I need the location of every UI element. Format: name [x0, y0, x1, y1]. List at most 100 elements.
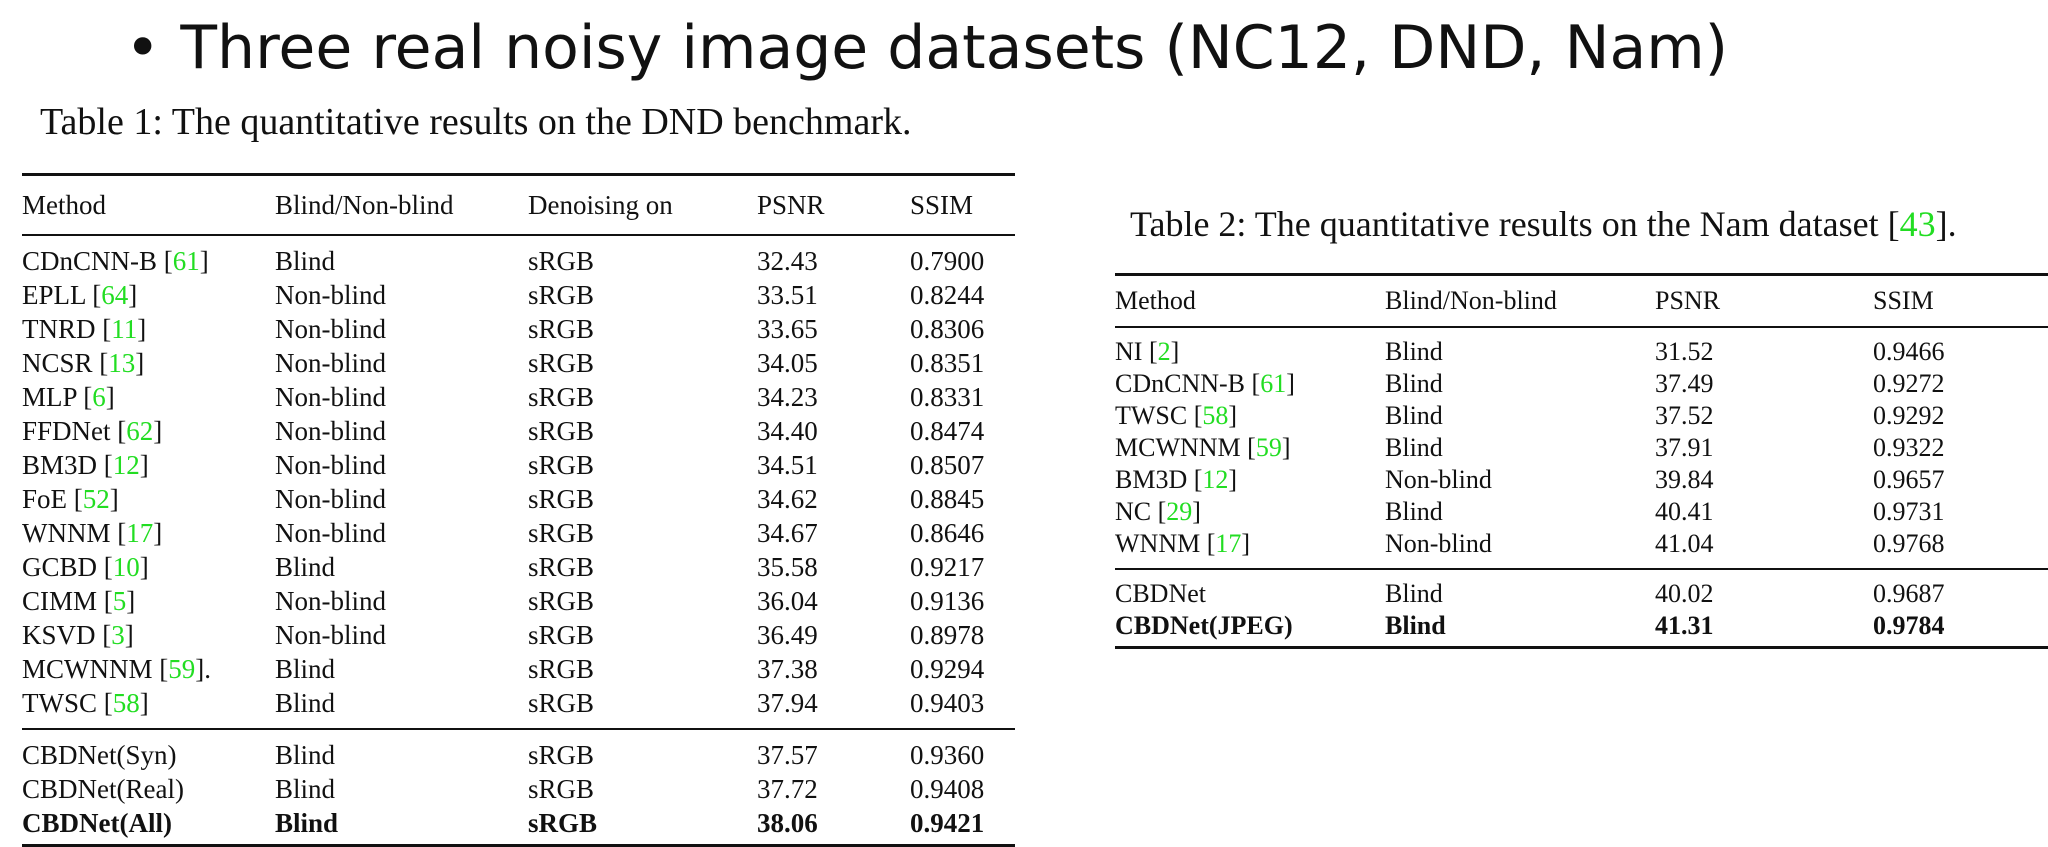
table2-caption-cite: 43 [1899, 204, 1936, 244]
table1-col-ssim: SSIM [910, 174, 1015, 236]
blind-cell: Non-blind [275, 585, 386, 616]
citation-link[interactable]: 61 [172, 245, 200, 276]
method-cell: TWSC [58] [1115, 400, 1385, 432]
table-row: NCSR [13] Non-blind sRGB 34.05 0.8351 [22, 346, 1015, 380]
method-name: FFDNet [22, 415, 118, 446]
domain-cell: sRGB [528, 619, 595, 650]
blind-cell: Non-blind [275, 381, 386, 412]
bullet-dot-icon: • [125, 13, 161, 83]
cite-bracket-close: ] [1192, 497, 1201, 526]
method-name: TWSC [22, 687, 104, 718]
psnr-cell: 34.05 [757, 347, 818, 378]
blind-cell: Non-blind [1385, 529, 1492, 558]
citation-link[interactable]: 58 [1202, 401, 1229, 430]
citation-link[interactable]: 12 [112, 449, 140, 480]
cite-bracket-open: [ [103, 585, 113, 616]
psnr-cell: 37.91 [1655, 433, 1714, 462]
ssim-cell: 0.9657 [1873, 465, 1945, 494]
method-cell: FoE [52] [22, 482, 275, 516]
table-row: CIMM [5] Non-blind sRGB 36.04 0.9136 [22, 584, 1015, 618]
cite-bracket-open: [ [1157, 497, 1167, 526]
psnr-cell: 37.57 [757, 728, 910, 772]
ssim-cell: 0.8978 [910, 619, 985, 650]
table-row: WNNM [17] Non-blind sRGB 34.67 0.8646 [22, 516, 1015, 550]
blind-cell: Blind [1385, 337, 1443, 366]
table2-caption-text: Table 2: The quantitative results on the… [1130, 204, 1888, 244]
blind-cell: Blind [1385, 433, 1443, 462]
ssim-cell: 0.9768 [1873, 529, 1945, 558]
table-row: TWSC [58] Blind sRGB 37.94 0.9403 [22, 686, 1015, 729]
ssim-cell: 0.8331 [910, 381, 985, 412]
cite-bracket-open: [ [103, 551, 113, 582]
psnr-cell: 36.04 [757, 585, 818, 616]
ssim-cell: 0.8845 [910, 483, 985, 514]
method-cell: CBDNet(Syn) [22, 728, 275, 772]
citation-link[interactable]: 17 [1215, 529, 1242, 558]
cite-bracket-open: [ [103, 687, 113, 718]
method-cell: CIMM [5] [22, 584, 275, 618]
cite-bracket-close: ] [109, 483, 119, 514]
blind-cell: Blind [1385, 497, 1443, 526]
cite-bracket-close: ] [1170, 337, 1180, 366]
blind-cell: Non-blind [275, 313, 386, 344]
psnr-cell: 40.02 [1655, 568, 1873, 610]
table-row: FoE [52] Non-blind sRGB 34.62 0.8845 [22, 482, 1015, 516]
ssim-cell: 0.9272 [1873, 369, 1945, 398]
table1-body: CDnCNN-B [61] Blind sRGB 32.43 0.7900 EPLL [6… [22, 235, 1015, 729]
table2-ours-body: CBDNet Blind 40.02 0.9687 CBDNet(JPEG) Blind 4… [1115, 568, 2048, 648]
domain-cell: sRGB [528, 449, 595, 480]
method-name: NCSR [22, 347, 100, 378]
blind-cell: Blind [275, 551, 336, 582]
method-cell: NI [2] [1115, 327, 1385, 368]
ssim-cell: 0.9322 [1873, 433, 1945, 462]
method-name: CDnCNN-B [1115, 369, 1252, 398]
blind-cell: Blind [275, 245, 336, 276]
domain-cell: sRGB [528, 807, 598, 838]
citation-link[interactable]: 6 [92, 381, 106, 412]
ssim-cell: 0.9136 [910, 585, 985, 616]
method-cell: TWSC [58] [22, 686, 275, 729]
domain-cell: sRGB [528, 313, 595, 344]
blind-cell: Blind [1385, 401, 1443, 430]
citation-link[interactable]: 59 [168, 653, 196, 684]
citation-link[interactable]: 61 [1260, 369, 1287, 398]
citation-link[interactable]: 62 [126, 415, 154, 446]
citation-link[interactable]: 17 [126, 517, 154, 548]
method-name: FoE [22, 483, 74, 514]
method-name: TNRD [22, 313, 103, 344]
method-name: TWSC [1115, 401, 1194, 430]
citation-link[interactable]: 12 [1202, 465, 1229, 494]
method-cell: CBDNet(All) [22, 806, 275, 846]
cite-bracket-close: ] [1241, 529, 1251, 558]
psnr-cell: 40.41 [1655, 497, 1714, 526]
cite-bracket-open: [ [103, 449, 113, 480]
citation-link[interactable]: 2 [1157, 337, 1171, 366]
cite-bracket-open: [ [92, 279, 102, 310]
ssim-cell: 0.9292 [1873, 401, 1945, 430]
domain-cell: sRGB [528, 551, 595, 582]
cite-bracket-close: ] [1228, 401, 1238, 430]
table-row: MCWNNM [59]. Blind sRGB 37.38 0.9294 [22, 652, 1015, 686]
citation-link[interactable]: 5 [112, 585, 127, 616]
citation-link[interactable]: 29 [1166, 497, 1193, 526]
table2-caption-bracket-open: [ [1887, 204, 1900, 244]
citation-link[interactable]: 13 [108, 347, 136, 378]
table2-header-row: Method Blind/Non-blind PSNR SSIM [1115, 274, 2048, 328]
citation-link[interactable]: 10 [112, 551, 140, 582]
cite-bracket-close: ] [135, 347, 145, 378]
psnr-cell: 37.72 [757, 773, 818, 804]
citation-link[interactable]: 59 [1255, 433, 1282, 462]
citation-link[interactable]: 3 [111, 619, 125, 650]
citation-link[interactable]: 52 [82, 483, 110, 514]
ssim-cell: 0.8351 [910, 347, 985, 378]
citation-link[interactable]: 58 [112, 687, 140, 718]
table-row: BM3D [12] Non-blind sRGB 34.51 0.8507 [22, 448, 1015, 482]
blind-cell: Non-blind [275, 279, 386, 310]
cite-bracket-close: ] [1228, 465, 1238, 494]
table1-caption-text: The quantitative results on the DND benc… [171, 101, 912, 143]
method-cell: CBDNet(Real) [22, 772, 275, 806]
table1-ours-body: CBDNet(Syn) Blind sRGB 37.57 0.9360 CBDNet(Re… [22, 728, 1015, 846]
blind-cell: Non-blind [275, 347, 386, 378]
citation-link[interactable]: 11 [111, 313, 138, 344]
citation-link[interactable]: 64 [101, 279, 129, 310]
